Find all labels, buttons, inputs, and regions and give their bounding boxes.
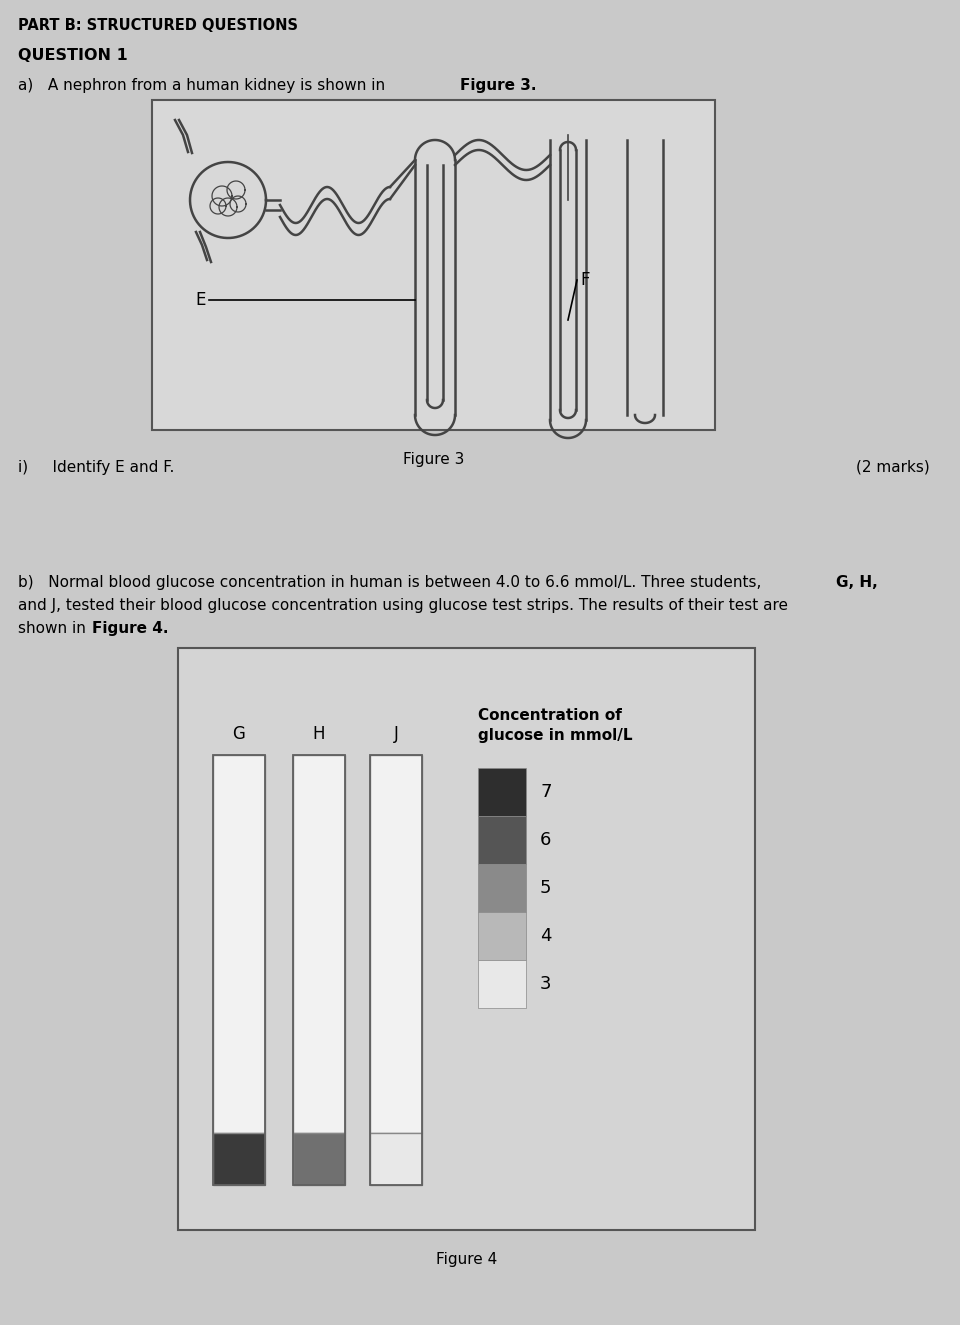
Text: Figure 4.: Figure 4. xyxy=(92,621,169,636)
Bar xyxy=(478,864,526,912)
Bar xyxy=(213,1133,265,1185)
Text: 3: 3 xyxy=(540,975,551,992)
Text: QUESTION 1: QUESTION 1 xyxy=(18,48,128,64)
Text: Concentration of: Concentration of xyxy=(478,708,622,723)
Text: G: G xyxy=(232,725,246,743)
Bar xyxy=(370,1133,422,1185)
Bar xyxy=(370,755,422,1133)
Text: b)   Normal blood glucose concentration in human is between 4.0 to 6.6 mmol/L. T: b) Normal blood glucose concentration in… xyxy=(18,575,766,590)
Text: glucose in mmol/L: glucose in mmol/L xyxy=(478,727,633,743)
Text: 6: 6 xyxy=(540,831,551,849)
Text: 7: 7 xyxy=(540,783,551,802)
Bar xyxy=(370,755,422,1185)
Bar xyxy=(478,768,526,816)
Bar xyxy=(478,816,526,864)
Text: Figure 3.: Figure 3. xyxy=(460,78,537,93)
Text: G, H,: G, H, xyxy=(836,575,877,590)
Bar xyxy=(213,755,265,1185)
Text: 4: 4 xyxy=(540,927,551,945)
Bar xyxy=(178,648,755,1230)
Text: H: H xyxy=(313,725,325,743)
Bar xyxy=(478,961,526,1008)
Text: PART B: STRUCTURED QUESTIONS: PART B: STRUCTURED QUESTIONS xyxy=(18,19,298,33)
Text: (2 marks): (2 marks) xyxy=(856,460,930,474)
Bar xyxy=(478,912,526,961)
Text: 5: 5 xyxy=(540,878,551,897)
Text: F: F xyxy=(580,272,589,289)
Text: and J, tested their blood glucose concentration using glucose test strips. The r: and J, tested their blood glucose concen… xyxy=(18,598,788,613)
Bar xyxy=(152,99,715,431)
Text: Figure 4: Figure 4 xyxy=(436,1252,497,1267)
Text: i)     Identify E and F.: i) Identify E and F. xyxy=(18,460,175,474)
Text: E: E xyxy=(195,292,205,309)
Text: shown in: shown in xyxy=(18,621,91,636)
Bar xyxy=(293,1133,345,1185)
Text: J: J xyxy=(394,725,398,743)
Text: a)   A nephron from a human kidney is shown in: a) A nephron from a human kidney is show… xyxy=(18,78,390,93)
Bar xyxy=(293,755,345,1185)
Text: Figure 3: Figure 3 xyxy=(403,452,465,466)
Bar xyxy=(293,755,345,1133)
Bar xyxy=(213,755,265,1133)
